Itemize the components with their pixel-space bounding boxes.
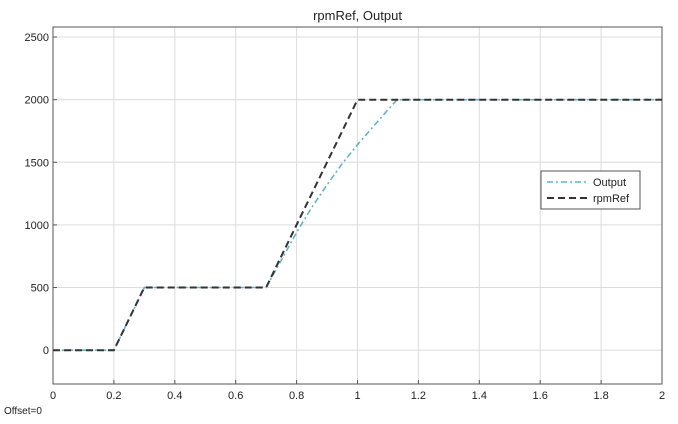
x-tick-label: 0.2 <box>106 390 121 402</box>
x-tick-label: 1 <box>354 390 360 402</box>
x-tick-label: 0.6 <box>228 390 243 402</box>
x-tick-label: 0.8 <box>289 390 304 402</box>
x-tick-label: 1.6 <box>533 390 548 402</box>
offset-label: Offset=0 <box>4 406 42 417</box>
legend-box <box>540 170 641 210</box>
y-tick-label: 2000 <box>25 95 49 107</box>
x-tick-label: 0.4 <box>167 390 182 402</box>
x-tick-label: 1.4 <box>472 390 487 402</box>
x-tick-label: 1.8 <box>593 390 608 402</box>
series-line-rpmref <box>53 98 662 352</box>
y-tick-label: 2500 <box>25 32 49 44</box>
chart-title: rpmRef, Output <box>313 8 402 23</box>
legend-label-rpmref: rpmRef <box>593 193 630 205</box>
y-tick-label: 1500 <box>25 157 49 169</box>
x-tick-label: 1.2 <box>411 390 426 402</box>
y-tick-label: 1000 <box>25 220 49 232</box>
legend-label-output: Output <box>593 177 626 189</box>
x-tick-label: 0 <box>50 390 56 402</box>
x-tick-label: 2 <box>659 390 665 402</box>
series-line-output <box>53 98 662 352</box>
y-tick-label: 0 <box>43 345 49 357</box>
y-tick-label: 500 <box>31 283 49 295</box>
